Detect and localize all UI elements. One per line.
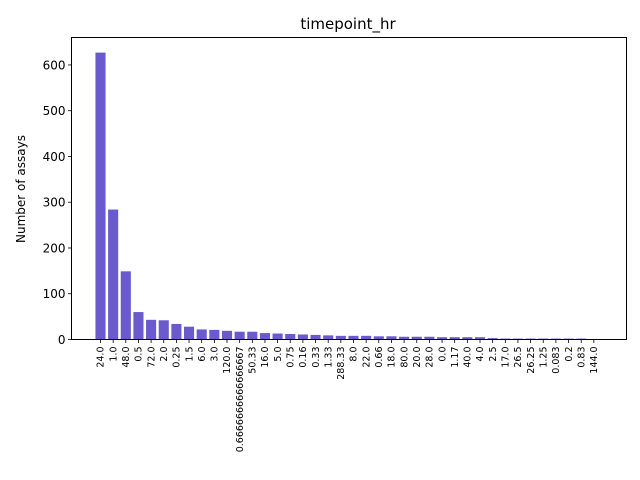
bar-0 (95, 52, 106, 340)
x-tick-label-0: 24.0 (96, 347, 107, 368)
x-tick-label-21: 22.0 (361, 347, 372, 368)
bar-4 (146, 319, 157, 340)
y-tick-label-2: 200 (43, 241, 66, 255)
bar-29 (462, 337, 473, 340)
x-tick-label-18: 1.33 (323, 347, 334, 368)
x-tick-label-29: 40.0 (463, 347, 474, 368)
y-tick-label-4: 400 (43, 150, 66, 164)
bar-2 (120, 271, 131, 340)
bar-18 (323, 335, 334, 340)
bar-17 (310, 334, 321, 340)
plot-frame (71, 37, 627, 340)
y-tick-label-0: 0 (58, 333, 66, 347)
bar-9 (209, 329, 220, 340)
x-tick-label-11: 0.6666666666666667 (235, 347, 246, 453)
bar-21 (361, 335, 372, 340)
x-tick-label-20: 8.0 (349, 347, 360, 362)
bar-20 (348, 335, 359, 340)
x-tick-label-31: 2.5 (488, 347, 499, 362)
bar-7 (184, 326, 195, 340)
x-tick-label-19: 288.33 (336, 347, 347, 380)
x-tick-label-3: 0.5 (134, 347, 145, 362)
y-tick-label-1: 100 (43, 287, 66, 301)
bar-13 (259, 333, 270, 340)
x-tick-label-2: 48.0 (121, 347, 132, 368)
x-tick-label-23: 18.0 (387, 347, 398, 368)
x-tick-label-10: 120.0 (222, 347, 233, 374)
bar-22 (373, 336, 384, 340)
bar-30 (474, 337, 486, 340)
y-tick-label-5: 500 (43, 104, 66, 118)
bar-6 (171, 323, 182, 340)
x-tick-label-34: 26.25 (526, 347, 537, 374)
bar-8 (196, 329, 207, 340)
bar-15 (285, 334, 296, 340)
x-tick-label-9: 3.0 (210, 347, 221, 362)
y-axis: 0 100 200 300 400 500 600 (43, 58, 72, 347)
y-tick-label-3: 300 (43, 196, 66, 210)
x-tick-label-26: 28.0 (425, 347, 436, 368)
bar-1 (108, 209, 119, 340)
bar-31 (487, 338, 498, 340)
x-tick-label-35: 1.25 (538, 347, 549, 368)
bar-14 (272, 333, 283, 340)
bar-5 (158, 320, 169, 340)
x-tick-label-27: 0.0 (437, 347, 448, 362)
x-tick-label-6: 0.25 (172, 347, 183, 368)
bar-16 (297, 334, 308, 340)
bar-3 (133, 312, 144, 340)
x-tick-label-32: 17.0 (501, 347, 512, 368)
bar-26 (424, 336, 435, 340)
x-tick-label-28: 1.17 (450, 347, 461, 368)
y-tick-label-6: 600 (43, 58, 66, 72)
x-tick-label-39: 144.0 (589, 347, 600, 374)
y-axis-label: Number of assays (14, 135, 28, 243)
bar-25 (411, 336, 422, 340)
x-tick-label-38: 0.83 (576, 347, 587, 368)
x-tick-label-36: 0.083 (551, 347, 562, 374)
x-axis: 24.0 1.0 48.0 0.5 72.0 2.0 0.25 1.5 6.0 3.0 120.0 0… (96, 339, 600, 453)
x-tick-label-33: 26.5 (513, 347, 524, 368)
x-tick-label-15: 0.75 (285, 347, 296, 368)
x-tick-label-16: 0.16 (298, 347, 309, 368)
bar-10 (221, 330, 233, 340)
bar-28 (449, 337, 460, 340)
x-tick-label-37: 0.2 (564, 347, 575, 362)
x-tick-label-8: 6.0 (197, 347, 208, 362)
x-tick-label-7: 1.5 (184, 347, 195, 362)
chart-title: timepoint_hr (300, 15, 396, 34)
x-tick-label-30: 4.0 (475, 347, 486, 362)
x-tick-label-22: 0.66 (374, 347, 385, 368)
x-tick-label-1: 1.0 (108, 347, 119, 362)
x-tick-label-5: 2.0 (159, 347, 170, 362)
bar-12 (247, 331, 258, 340)
x-tick-label-17: 0.33 (311, 347, 322, 368)
x-tick-label-13: 16.0 (260, 347, 271, 368)
bar-27 (437, 337, 448, 340)
bars-group (95, 52, 599, 340)
x-tick-label-25: 20.0 (412, 347, 423, 368)
x-tick-label-12: 50.33 (248, 347, 259, 374)
bar-24 (399, 336, 410, 340)
x-tick-label-4: 72.0 (146, 347, 157, 368)
x-tick-label-14: 5.0 (273, 347, 284, 362)
x-tick-label-24: 80.0 (399, 347, 410, 368)
bar-19 (335, 335, 346, 340)
bar-11 (234, 331, 245, 340)
bar-23 (386, 336, 397, 340)
